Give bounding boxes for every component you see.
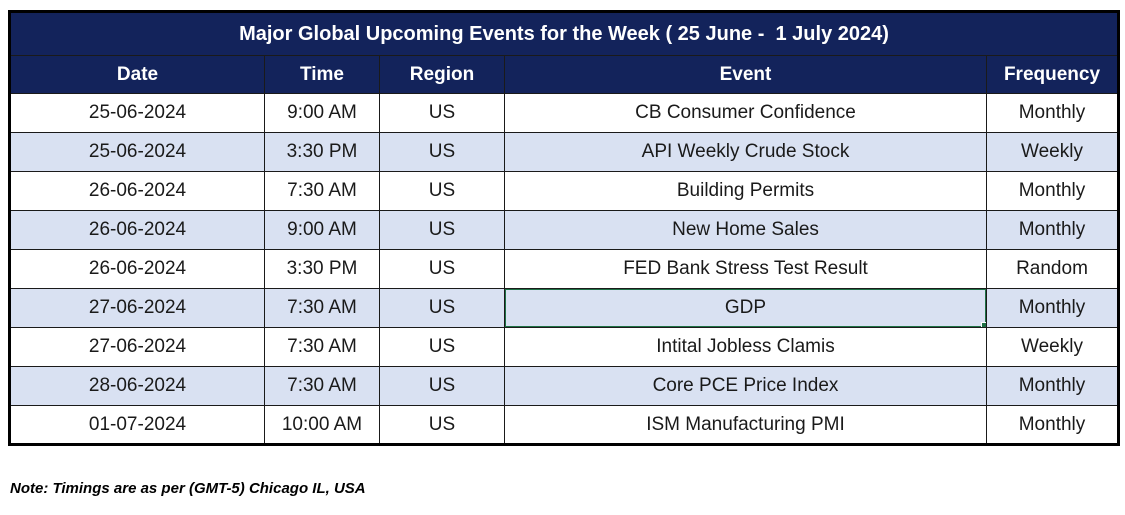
event-cell[interactable]: Core PCE Price Index (504, 366, 987, 406)
event-cell[interactable]: Intital Jobless Clamis (504, 327, 987, 367)
table-title-row: Major Global Upcoming Events for the Wee… (9, 11, 1119, 56)
date-cell[interactable]: 01-07-2024 (9, 405, 265, 445)
frequency-cell[interactable]: Monthly (986, 366, 1119, 406)
time-cell[interactable]: 7:30 AM (264, 171, 380, 211)
frequency-cell[interactable]: Monthly (986, 288, 1119, 328)
time-cell[interactable]: 7:30 AM (264, 288, 380, 328)
region-cell[interactable]: US (379, 327, 505, 367)
column-header-frequency[interactable]: Frequency (986, 55, 1119, 94)
time-cell[interactable]: 7:30 AM (264, 327, 380, 367)
column-header-event[interactable]: Event (504, 55, 987, 94)
events-table: Major Global Upcoming Events for the Wee… (8, 10, 1120, 446)
region-cell[interactable]: US (379, 249, 505, 289)
table-row: 25-06-2024 3:30 PM US API Weekly Crude S… (9, 132, 1119, 172)
event-cell[interactable]: ISM Manufacturing PMI (504, 405, 987, 445)
time-cell[interactable]: 7:30 AM (264, 366, 380, 406)
date-cell[interactable]: 27-06-2024 (9, 327, 265, 367)
time-cell[interactable]: 9:00 AM (264, 93, 380, 133)
column-header-time[interactable]: Time (264, 55, 380, 94)
frequency-cell[interactable]: Monthly (986, 93, 1119, 133)
timezone-note: Note: Timings are as per (GMT-5) Chicago… (10, 480, 366, 497)
date-cell[interactable]: 28-06-2024 (9, 366, 265, 406)
frequency-cell[interactable]: Random (986, 249, 1119, 289)
table-row: 01-07-2024 10:00 AM US ISM Manufacturing… (9, 405, 1119, 445)
table-row: 27-06-2024 7:30 AM US GDP Monthly (9, 288, 1119, 328)
region-cell[interactable]: US (379, 210, 505, 250)
event-cell[interactable]: Building Permits (504, 171, 987, 211)
date-cell[interactable]: 25-06-2024 (9, 93, 265, 133)
date-cell[interactable]: 26-06-2024 (9, 210, 265, 250)
region-cell[interactable]: US (379, 93, 505, 133)
selected-event-cell[interactable]: GDP (504, 288, 987, 328)
table-row: 26-06-2024 9:00 AM US New Home Sales Mon… (9, 210, 1119, 250)
fill-handle[interactable] (981, 322, 986, 327)
time-cell[interactable]: 3:30 PM (264, 249, 380, 289)
region-cell[interactable]: US (379, 366, 505, 406)
region-cell[interactable]: US (379, 288, 505, 328)
event-cell[interactable]: API Weekly Crude Stock (504, 132, 987, 172)
date-cell[interactable]: 26-06-2024 (9, 249, 265, 289)
event-cell[interactable]: CB Consumer Confidence (504, 93, 987, 133)
table-row: 27-06-2024 7:30 AM US Intital Jobless Cl… (9, 327, 1119, 367)
event-cell[interactable]: New Home Sales (504, 210, 987, 250)
event-cell[interactable]: FED Bank Stress Test Result (504, 249, 987, 289)
time-cell[interactable]: 10:00 AM (264, 405, 380, 445)
frequency-cell[interactable]: Monthly (986, 210, 1119, 250)
table-row: 26-06-2024 7:30 AM US Building Permits M… (9, 171, 1119, 211)
table-row: 25-06-2024 9:00 AM US CB Consumer Confid… (9, 93, 1119, 133)
table-row: 28-06-2024 7:30 AM US Core PCE Price Ind… (9, 366, 1119, 406)
column-header-region[interactable]: Region (379, 55, 505, 94)
table-title[interactable]: Major Global Upcoming Events for the Wee… (9, 11, 1119, 56)
frequency-cell[interactable]: Weekly (986, 132, 1119, 172)
frequency-cell[interactable]: Monthly (986, 405, 1119, 445)
frequency-cell[interactable]: Monthly (986, 171, 1119, 211)
table-header-row: Date Time Region Event Frequency (9, 55, 1119, 94)
table-row: 26-06-2024 3:30 PM US FED Bank Stress Te… (9, 249, 1119, 289)
region-cell[interactable]: US (379, 171, 505, 211)
time-cell[interactable]: 9:00 AM (264, 210, 380, 250)
time-cell[interactable]: 3:30 PM (264, 132, 380, 172)
date-cell[interactable]: 27-06-2024 (9, 288, 265, 328)
region-cell[interactable]: US (379, 132, 505, 172)
column-header-date[interactable]: Date (9, 55, 265, 94)
frequency-cell[interactable]: Weekly (986, 327, 1119, 367)
region-cell[interactable]: US (379, 405, 505, 445)
date-cell[interactable]: 25-06-2024 (9, 132, 265, 172)
date-cell[interactable]: 26-06-2024 (9, 171, 265, 211)
